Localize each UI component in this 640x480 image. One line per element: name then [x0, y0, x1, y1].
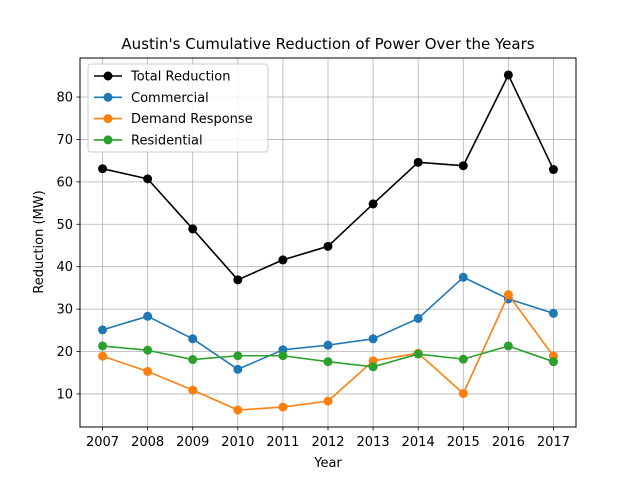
data-point-commercial	[548, 308, 558, 318]
y-tick-label: 40	[56, 260, 73, 275]
data-point-commercial	[413, 313, 423, 323]
x-tick-label: 2011	[266, 435, 299, 450]
y-tick-label: 60	[56, 175, 73, 190]
x-axis-label: Year	[313, 456, 342, 471]
x-tick-label: 2010	[221, 435, 254, 450]
data-point-commercial	[323, 340, 333, 350]
data-point-total-reduction	[278, 255, 288, 265]
data-point-total-reduction	[458, 161, 468, 171]
y-tick-label: 80	[56, 91, 73, 106]
data-point-residential	[188, 355, 198, 365]
data-point-residential	[98, 341, 108, 351]
data-point-demand-response	[278, 402, 288, 412]
x-tick-label: 2015	[447, 435, 480, 450]
axis-ticks: 2007 2008 2009 2010 2011 2012 2013 2014 2015 2016…	[56, 91, 570, 450]
series-total-reduction	[98, 70, 558, 285]
data-point-commercial	[368, 334, 378, 344]
y-tick-label: 50	[56, 218, 73, 233]
data-point-residential	[143, 345, 153, 355]
legend-label: Total Reduction	[130, 70, 230, 85]
data-point-residential	[368, 362, 378, 372]
data-point-total-reduction	[503, 70, 513, 80]
legend-swatch-marker	[103, 135, 113, 145]
grid	[80, 58, 576, 427]
data-point-demand-response	[503, 290, 513, 300]
data-point-residential	[458, 354, 468, 364]
legend-label: Residential	[131, 133, 203, 148]
data-point-residential	[503, 341, 513, 351]
x-tick-label: 2017	[537, 435, 570, 450]
data-point-total-reduction	[188, 224, 198, 234]
legend-entry-total-reduction: Total Reduction	[94, 70, 230, 85]
x-tick-label: 2016	[492, 435, 525, 450]
series-residential	[98, 341, 558, 372]
legend-label: Demand Response	[131, 112, 253, 127]
series-commercial	[98, 272, 558, 374]
data-point-demand-response	[188, 385, 198, 395]
chart-title: Austin's Cumulative Reduction of Power O…	[121, 35, 534, 53]
data-point-total-reduction	[368, 199, 378, 209]
y-tick-label: 30	[56, 303, 73, 318]
data-point-demand-response	[143, 366, 153, 376]
data-point-residential	[548, 357, 558, 367]
legend-swatch-marker	[103, 114, 113, 124]
data-point-total-reduction	[413, 157, 423, 167]
data-point-residential	[278, 351, 288, 361]
legend-swatch-marker	[103, 71, 113, 81]
legend-entry-commercial: Commercial	[94, 91, 209, 106]
data-point-commercial	[143, 311, 153, 321]
x-tick-label: 2014	[402, 435, 435, 450]
data-point-residential	[323, 357, 333, 367]
data-point-commercial	[233, 364, 243, 374]
data-point-demand-response	[233, 405, 243, 415]
data-point-total-reduction	[548, 165, 558, 175]
data-point-total-reduction	[233, 275, 243, 285]
legend: Total Reduction Commercial Demand Response…	[87, 63, 269, 153]
x-tick-label: 2008	[131, 435, 164, 450]
legend-label: Commercial	[131, 91, 209, 106]
y-tick-label: 20	[56, 345, 73, 360]
data-point-demand-response	[323, 396, 333, 406]
y-tick-label: 70	[56, 133, 73, 148]
series-layer	[98, 70, 558, 415]
data-point-commercial	[98, 325, 108, 335]
legend-box	[87, 63, 269, 153]
legend-swatch-marker	[103, 92, 113, 102]
x-tick-label: 2009	[176, 435, 209, 450]
data-point-total-reduction	[143, 174, 153, 184]
y-tick-label: 10	[56, 387, 73, 402]
x-tick-label: 2012	[311, 435, 344, 450]
data-point-demand-response	[98, 351, 108, 361]
data-point-commercial	[458, 272, 468, 282]
legend-entry-demand-response: Demand Response	[94, 112, 253, 127]
data-point-commercial	[188, 334, 198, 344]
x-tick-label: 2007	[86, 435, 119, 450]
data-point-total-reduction	[98, 164, 108, 174]
data-point-residential	[413, 349, 423, 359]
data-point-total-reduction	[323, 241, 333, 251]
y-axis-label: Reduction (MW)	[32, 190, 47, 293]
legend-entry-residential: Residential	[94, 133, 203, 148]
data-point-demand-response	[458, 388, 468, 398]
data-point-residential	[233, 351, 243, 361]
x-tick-label: 2013	[357, 435, 390, 450]
